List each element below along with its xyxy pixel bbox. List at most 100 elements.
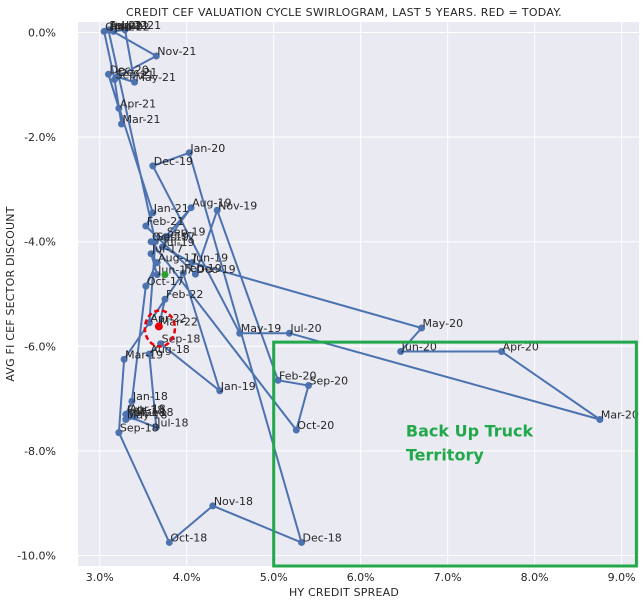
point-label: May-18 xyxy=(127,409,168,422)
grid xyxy=(78,22,639,566)
point-label: Dec-20 xyxy=(109,63,148,76)
point-label: Sep-21 xyxy=(116,69,155,82)
x-tick-label: 4.0% xyxy=(173,571,201,584)
y-axis-label: AVG FI CEF SECTOR DISCOUNT xyxy=(4,206,17,381)
point-label: Dec-18 xyxy=(303,531,342,544)
data-point xyxy=(131,413,139,421)
data-point xyxy=(418,324,426,332)
data-point xyxy=(187,204,195,212)
point-label: Sep-20 xyxy=(309,375,348,388)
data-point xyxy=(149,209,157,217)
data-point xyxy=(120,355,128,363)
x-axis-label: HY CREDIT SPREAD xyxy=(289,586,399,599)
start-marker xyxy=(161,271,169,279)
point-label: Nov-21 xyxy=(157,45,196,58)
point-label: Jun-21 xyxy=(125,19,161,32)
data-point xyxy=(125,413,133,421)
point-label: Jan-19 xyxy=(220,380,256,393)
data-point xyxy=(152,423,160,431)
x-tick-label: 9.0% xyxy=(608,571,636,584)
point-label: Feb-21 xyxy=(147,215,184,228)
y-tick-label: -6.0% xyxy=(24,340,56,353)
point-label: Mar-22 xyxy=(160,315,198,328)
chart-title: CREDIT CEF VALUATION CYCLE SWIRLOGRAM, L… xyxy=(126,6,562,19)
point-label: Nov-19 xyxy=(218,199,257,212)
point-label: Feb-19 xyxy=(184,262,221,275)
point-label: Oct-17 xyxy=(147,275,184,288)
data-point xyxy=(115,104,123,112)
annotations: Back Up Truck Territory xyxy=(406,421,534,464)
data-point xyxy=(104,70,112,78)
data-point xyxy=(145,350,153,358)
point-label: Oct-19 xyxy=(152,231,189,244)
point-label: Feb-20 xyxy=(279,369,316,382)
x-tick-label: 3.0% xyxy=(86,571,114,584)
point-label: Apr-20 xyxy=(503,341,539,354)
x-tick-label: 5.0% xyxy=(260,571,288,584)
point-label: Jan-20 xyxy=(189,142,225,155)
data-point xyxy=(153,259,161,267)
data-point xyxy=(115,429,123,437)
series-points xyxy=(100,26,604,546)
point-label: Sep-19 xyxy=(167,225,206,238)
data-point xyxy=(209,502,217,510)
data-point xyxy=(142,222,150,230)
today-marker xyxy=(154,322,163,331)
today-highlight-ring xyxy=(143,309,177,348)
y-tick-label: -4.0% xyxy=(24,236,56,249)
point-label: Dec-19 xyxy=(196,263,235,276)
annotation-text: Back Up Truck xyxy=(406,421,534,440)
point-label: Jun-20 xyxy=(401,341,437,354)
point-label: Mar-18 xyxy=(136,406,174,419)
point-label: Mar-19 xyxy=(125,348,163,361)
point-label: Apr-18 xyxy=(129,402,165,415)
data-point xyxy=(117,120,125,128)
point-label: Oct-18 xyxy=(170,531,207,544)
data-point xyxy=(142,282,150,290)
point-label: May-19 xyxy=(241,322,282,335)
data-point xyxy=(596,416,604,424)
point-label: Mar-21 xyxy=(122,113,160,126)
point-label: Jun-19 xyxy=(192,252,228,265)
data-point xyxy=(191,270,199,278)
data-point xyxy=(145,319,153,327)
data-point xyxy=(121,26,129,34)
point-label: Dec-21 xyxy=(118,66,157,79)
data-point xyxy=(153,271,161,279)
point-label: Sep-17 xyxy=(156,231,195,244)
point-label: May-20 xyxy=(423,317,464,330)
point-label: Nov-18 xyxy=(214,495,253,508)
back-up-truck-box xyxy=(272,340,638,568)
x-tick-label: 6.0% xyxy=(347,571,375,584)
data-point xyxy=(216,387,224,395)
data-point xyxy=(397,348,405,356)
data-point xyxy=(236,329,244,337)
point-label: Sep-18 xyxy=(120,422,159,435)
y-tick-label: -2.0% xyxy=(24,131,56,144)
point-label: Jan-22 xyxy=(114,20,150,33)
data-point xyxy=(158,243,166,251)
data-point xyxy=(161,295,169,303)
point-label: Dec-19 xyxy=(154,155,193,168)
point-label: May-21 xyxy=(136,71,177,84)
point-label: Aug-17 xyxy=(158,252,197,265)
x-tick-label: 7.0% xyxy=(434,571,462,584)
data-point xyxy=(152,52,160,60)
y-tick-labels: 0.0% -2.0% -4.0% -6.0% -8.0% -10.0% xyxy=(17,26,56,562)
point-label: Aug-21 xyxy=(109,19,148,32)
point-label: Feb-18 xyxy=(127,403,164,416)
point-label: Apr-22 xyxy=(150,312,186,325)
data-point xyxy=(151,238,159,246)
data-point xyxy=(298,538,306,546)
data-point xyxy=(498,348,506,356)
data-point xyxy=(165,538,173,546)
x-tick-label: 8.0% xyxy=(521,571,549,584)
point-label: Jan-18 xyxy=(132,390,168,403)
point-labels: Jun-17Jul-17Aug-17Oct-17Jan-18Feb-18Mar-… xyxy=(105,19,639,545)
data-point xyxy=(188,259,196,267)
data-point xyxy=(274,376,282,384)
data-point xyxy=(104,26,112,34)
data-point xyxy=(292,426,300,434)
point-label: Oct-21 xyxy=(105,20,142,33)
plot-background xyxy=(78,22,639,566)
